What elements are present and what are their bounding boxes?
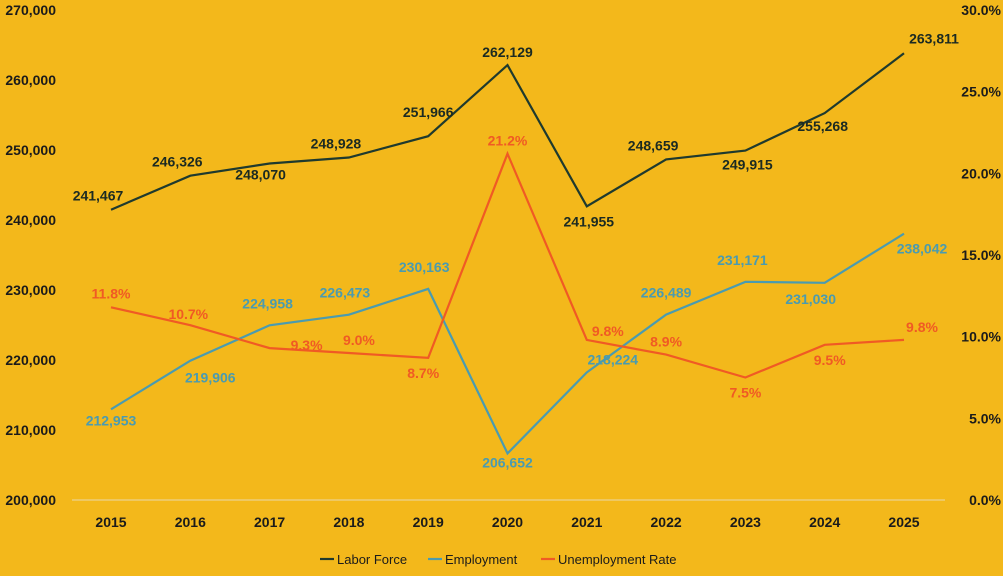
- data-label: 206,652: [482, 454, 533, 470]
- right-y-tick-label: 25.0%: [961, 84, 1001, 100]
- data-label: 241,467: [73, 188, 124, 204]
- left-y-tick-label: 260,000: [5, 72, 56, 88]
- series-line-employment: [110, 232, 905, 456]
- data-label: 9.5%: [814, 352, 846, 368]
- x-tick-label: 2025: [888, 514, 919, 530]
- data-label: 10.7%: [168, 306, 208, 322]
- right-y-axis: 0.0% 5.0% 10.0% 15.0% 20.0% 25.0% 30.0%: [961, 2, 1001, 508]
- x-tick-label: 2017: [254, 514, 285, 530]
- left-y-tick-label: 250,000: [5, 142, 56, 158]
- data-label: 262,129: [482, 44, 533, 60]
- x-tick-label: 2021: [571, 514, 602, 530]
- series-line-unemployment-rate: [110, 150, 905, 379]
- data-labels: 241,467 246,326 248,070 248,928 251,966 262,1…: [73, 30, 959, 470]
- data-label: 231,171: [717, 252, 768, 268]
- legend-label: Employment: [445, 552, 518, 567]
- right-y-tick-label: 5.0%: [969, 410, 1001, 426]
- right-y-tick-label: 30.0%: [961, 2, 1001, 18]
- data-label: 219,906: [185, 370, 236, 386]
- x-tick-label: 2019: [413, 514, 444, 530]
- left-y-tick-label: 220,000: [5, 352, 56, 368]
- legend-label: Labor Force: [337, 552, 407, 567]
- right-y-tick-label: 15.0%: [961, 247, 1001, 263]
- data-label: 9.3%: [291, 337, 323, 353]
- x-axis: 2015 2016 2017 2018 2019 2020 2021 2022 2023 2024…: [72, 499, 945, 530]
- data-label: 8.9%: [650, 334, 682, 350]
- data-label: 249,915: [722, 157, 773, 173]
- data-label: 238,042: [897, 241, 948, 257]
- data-label: 226,473: [320, 285, 371, 301]
- x-tick-label: 2018: [333, 514, 364, 530]
- data-label: 9.8%: [906, 319, 938, 335]
- data-label: 231,030: [785, 291, 836, 307]
- x-tick-label: 2023: [730, 514, 761, 530]
- data-label: 7.5%: [729, 385, 761, 401]
- data-label: 241,955: [563, 213, 614, 229]
- series-line-labor-force: [110, 52, 905, 211]
- legend: Labor Force Employment Unemployment Rate: [320, 552, 677, 567]
- x-tick-label: 2016: [175, 514, 206, 530]
- x-tick-label: 2020: [492, 514, 523, 530]
- data-label: 246,326: [152, 154, 203, 170]
- x-tick-label: 2022: [651, 514, 682, 530]
- data-label: 248,928: [311, 136, 362, 152]
- left-y-tick-label: 270,000: [5, 2, 56, 18]
- data-label: 255,268: [797, 118, 848, 134]
- left-y-tick-label: 230,000: [5, 282, 56, 298]
- x-tick-label: 2024: [809, 514, 840, 530]
- data-label: 226,489: [641, 285, 692, 301]
- right-y-tick-label: 10.0%: [961, 329, 1001, 345]
- left-y-tick-label: 200,000: [5, 492, 56, 508]
- data-label: 9.0%: [343, 332, 375, 348]
- left-y-tick-label: 240,000: [5, 212, 56, 228]
- left-y-tick-label: 210,000: [5, 422, 56, 438]
- data-label: 251,966: [403, 104, 454, 120]
- data-label: 230,163: [399, 259, 450, 275]
- legend-label: Unemployment Rate: [558, 552, 677, 567]
- right-y-tick-label: 20.0%: [961, 165, 1001, 181]
- data-label: 218,224: [587, 351, 638, 367]
- data-label: 212,953: [86, 412, 137, 428]
- right-y-tick-label: 0.0%: [969, 492, 1001, 508]
- left-y-axis: 200,000 210,000 220,000 230,000 240,000 250,0…: [5, 2, 56, 508]
- x-tick-label: 2015: [95, 514, 126, 530]
- data-label: 248,659: [628, 137, 679, 153]
- data-label: 224,958: [242, 295, 293, 311]
- data-label: 263,811: [909, 30, 959, 46]
- data-label: 21.2%: [488, 133, 528, 149]
- data-label: 11.8%: [92, 285, 131, 301]
- data-label: 9.8%: [592, 323, 624, 339]
- data-label: 8.7%: [407, 365, 439, 381]
- series-lines: [110, 52, 905, 456]
- data-label: 248,070: [235, 167, 286, 183]
